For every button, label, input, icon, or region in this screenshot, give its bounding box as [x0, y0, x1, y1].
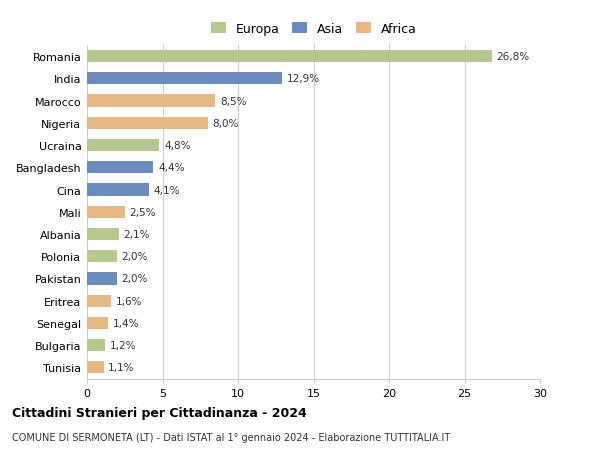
- Text: 2,0%: 2,0%: [122, 274, 148, 284]
- Text: 26,8%: 26,8%: [496, 52, 529, 62]
- Bar: [87, 362, 104, 374]
- Bar: [87, 317, 108, 329]
- Bar: [87, 295, 111, 307]
- Bar: [87, 140, 160, 152]
- Text: 2,0%: 2,0%: [122, 252, 148, 262]
- Bar: [87, 51, 491, 63]
- Text: 1,1%: 1,1%: [108, 363, 134, 373]
- Text: 4,8%: 4,8%: [164, 141, 191, 151]
- Text: Cittadini Stranieri per Cittadinanza - 2024: Cittadini Stranieri per Cittadinanza - 2…: [12, 406, 307, 419]
- Text: 4,1%: 4,1%: [154, 185, 180, 195]
- Text: 8,0%: 8,0%: [212, 118, 239, 129]
- Bar: [87, 206, 125, 218]
- Legend: Europa, Asia, Africa: Europa, Asia, Africa: [207, 19, 420, 39]
- Bar: [87, 273, 117, 285]
- Text: 8,5%: 8,5%: [220, 96, 247, 106]
- Bar: [87, 184, 149, 196]
- Text: 4,4%: 4,4%: [158, 163, 184, 173]
- Text: 2,5%: 2,5%: [129, 207, 156, 217]
- Text: 1,4%: 1,4%: [113, 318, 139, 328]
- Bar: [87, 162, 154, 174]
- Text: 1,2%: 1,2%: [110, 341, 136, 350]
- Bar: [87, 229, 119, 241]
- Bar: [87, 339, 105, 352]
- Bar: [87, 73, 282, 85]
- Text: 12,9%: 12,9%: [286, 74, 319, 84]
- Text: 1,6%: 1,6%: [116, 296, 142, 306]
- Bar: [87, 95, 215, 107]
- Bar: [87, 118, 208, 129]
- Text: 2,1%: 2,1%: [123, 230, 150, 240]
- Text: COMUNE DI SERMONETA (LT) - Dati ISTAT al 1° gennaio 2024 - Elaborazione TUTTITAL: COMUNE DI SERMONETA (LT) - Dati ISTAT al…: [12, 432, 450, 442]
- Bar: [87, 251, 117, 263]
